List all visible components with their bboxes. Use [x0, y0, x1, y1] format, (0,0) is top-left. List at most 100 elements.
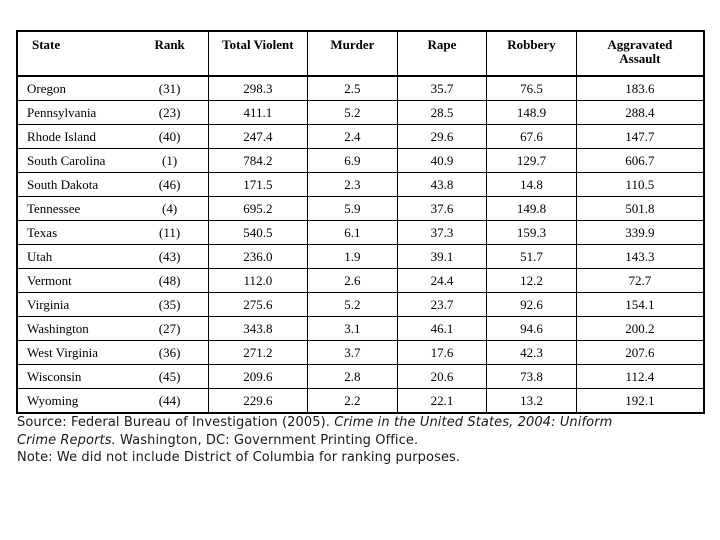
column-header-robbery: Robbery	[486, 30, 577, 77]
column-header-rape: Rape	[396, 30, 488, 77]
cell-murder: 1.9	[307, 244, 398, 269]
cell-state: Tennessee	[16, 196, 132, 221]
table-row: Wyoming (44) 229.6 2.2 22.1 13.2 192.1	[16, 388, 705, 414]
cell-rank: (46)	[131, 172, 209, 197]
cell-state: South Carolina	[16, 148, 132, 173]
cell-state: West Virginia	[16, 340, 132, 365]
cell-aggravated-assault: 192.1	[575, 388, 705, 414]
cell-rank: (1)	[131, 148, 209, 173]
cell-murder: 5.2	[307, 100, 398, 125]
cell-total-violent: 343.8	[207, 316, 309, 341]
cell-aggravated-assault: 143.3	[575, 244, 705, 269]
cell-murder: 5.9	[307, 196, 398, 221]
cell-rape: 17.6	[396, 340, 488, 365]
cell-robbery: 159.3	[486, 220, 577, 245]
cell-aggravated-assault: 147.7	[575, 124, 705, 149]
cell-total-violent: 275.6	[207, 292, 309, 317]
cell-robbery: 76.5	[486, 75, 577, 101]
cell-robbery: 149.8	[486, 196, 577, 221]
column-header-rank: Rank	[131, 30, 209, 77]
cell-rank: (40)	[131, 124, 209, 149]
cell-aggravated-assault: 112.4	[575, 364, 705, 389]
column-header-total-violent: Total Violent	[207, 30, 309, 77]
cell-murder: 3.7	[307, 340, 398, 365]
table-row: Wisconsin (45) 209.6 2.8 20.6 73.8 112.4	[16, 364, 705, 389]
cell-total-violent: 229.6	[207, 388, 309, 414]
table-row: Tennessee (4) 695.2 5.9 37.6 149.8 501.8	[16, 196, 705, 221]
source-line-2: Crime Reports. Washington, DC: Governmen…	[17, 432, 705, 450]
cell-state: Texas	[16, 220, 132, 245]
cell-murder: 2.4	[307, 124, 398, 149]
cell-state: Pennsylvania	[16, 100, 132, 125]
column-header-aggravated-assault: Aggravated Assault	[575, 30, 705, 77]
cell-state: Virginia	[16, 292, 132, 317]
source-text-normal: Source: Federal Bureau of Investigation …	[17, 415, 335, 430]
cell-rank: (45)	[131, 364, 209, 389]
source-line-1: Source: Federal Bureau of Investigation …	[17, 414, 705, 432]
cell-aggravated-assault: 110.5	[575, 172, 705, 197]
cell-murder: 2.8	[307, 364, 398, 389]
cell-state: South Dakota	[16, 172, 132, 197]
column-header-state: State	[16, 30, 132, 77]
cell-murder: 2.2	[307, 388, 398, 414]
cell-murder: 2.6	[307, 268, 398, 293]
table-row: Oregon (31) 298.3 2.5 35.7 76.5 183.6	[16, 75, 705, 101]
cell-rape: 29.6	[396, 124, 488, 149]
cell-robbery: 42.3	[486, 340, 577, 365]
cell-robbery: 12.2	[486, 268, 577, 293]
table-row: Texas (11) 540.5 6.1 37.3 159.3 339.9	[16, 220, 705, 245]
cell-robbery: 14.8	[486, 172, 577, 197]
cell-state: Rhode Island	[16, 124, 132, 149]
cell-rape: 40.9	[396, 148, 488, 173]
cell-total-violent: 236.0	[207, 244, 309, 269]
crime-statistics-table: State Rank Total Violent Murder Rape Rob…	[16, 30, 705, 414]
crime-table-body: Oregon (31) 298.3 2.5 35.7 76.5 183.6 Pennsylva…	[16, 75, 705, 414]
cell-state: Vermont	[16, 268, 132, 293]
table-row: Pennsylvania (23) 411.1 5.2 28.5 148.9 288.4	[16, 100, 705, 125]
cell-aggravated-assault: 606.7	[575, 148, 705, 173]
cell-rape: 23.7	[396, 292, 488, 317]
cell-robbery: 51.7	[486, 244, 577, 269]
cell-total-violent: 171.5	[207, 172, 309, 197]
cell-murder: 6.9	[307, 148, 398, 173]
source-text-italic: Crime in the United States, 2004: Unifor…	[334, 415, 613, 430]
cell-aggravated-assault: 154.1	[575, 292, 705, 317]
table-row: West Virginia (36) 271.2 3.7 17.6 42.3 207.6	[16, 340, 705, 365]
cell-rape: 37.3	[396, 220, 488, 245]
cell-state: Washington	[16, 316, 132, 341]
cell-rank: (11)	[131, 220, 209, 245]
cell-robbery: 129.7	[486, 148, 577, 173]
cell-total-violent: 209.6	[207, 364, 309, 389]
cell-aggravated-assault: 183.6	[575, 75, 705, 101]
source-note: Source: Federal Bureau of Investigation …	[17, 414, 705, 467]
table-row: Virginia (35) 275.6 5.2 23.7 92.6 154.1	[16, 292, 705, 317]
note-line: Note: We did not include District of Col…	[17, 450, 461, 465]
cell-total-violent: 247.4	[207, 124, 309, 149]
cell-robbery: 73.8	[486, 364, 577, 389]
cell-rape: 22.1	[396, 388, 488, 414]
cell-rape: 37.6	[396, 196, 488, 221]
cell-total-violent: 271.2	[207, 340, 309, 365]
cell-rank: (43)	[131, 244, 209, 269]
cell-rank: (44)	[131, 388, 209, 414]
cell-rape: 24.4	[396, 268, 488, 293]
cell-robbery: 67.6	[486, 124, 577, 149]
cell-murder: 6.1	[307, 220, 398, 245]
cell-total-violent: 540.5	[207, 220, 309, 245]
cell-total-violent: 411.1	[207, 100, 309, 125]
cell-state: Wyoming	[16, 388, 132, 414]
cell-aggravated-assault: 339.9	[575, 220, 705, 245]
cell-murder: 2.3	[307, 172, 398, 197]
cell-total-violent: 298.3	[207, 75, 309, 101]
cell-rape: 20.6	[396, 364, 488, 389]
cell-rape: 43.8	[396, 172, 488, 197]
table-header: State Rank Total Violent Murder Rape Rob…	[16, 30, 705, 77]
cell-state: Oregon	[16, 75, 132, 101]
table-row: Utah (43) 236.0 1.9 39.1 51.7 143.3	[16, 244, 705, 269]
table-row: Vermont (48) 112.0 2.6 24.4 12.2 72.7	[16, 268, 705, 293]
cell-state: Wisconsin	[16, 364, 132, 389]
cell-robbery: 13.2	[486, 388, 577, 414]
table-row: Washington (27) 343.8 3.1 46.1 94.6 200.2	[16, 316, 705, 341]
cell-rank: (23)	[131, 100, 209, 125]
source-text-italic: Crime Reports.	[17, 432, 116, 448]
